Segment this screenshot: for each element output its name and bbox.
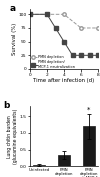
Bar (58, 155, 70, 166)
Line: PMN depletion: PMN depletion (28, 13, 100, 30)
PMN depletion/
MCP-1 neutralization (29, 13, 31, 15)
PMN depletion (29, 13, 31, 15)
Y-axis label: Survival (%): Survival (%) (12, 23, 17, 55)
PMN depletion/
MCP-1 neutralization (89, 54, 90, 56)
Y-axis label: Lung chitin burden
(glucamine equivalents): Lung chitin burden (glucamine equivalent… (7, 109, 18, 164)
PMN depletion/
MCP-1 neutralization (72, 54, 73, 56)
PMN depletion (63, 13, 65, 15)
Bar (82, 126, 95, 166)
PMN depletion/
MCP-1 neutralization (55, 27, 56, 29)
PMN depletion (80, 27, 82, 29)
PMN depletion/
MCP-1 neutralization (46, 13, 48, 15)
Text: *: * (87, 107, 90, 113)
Bar (33, 165, 46, 166)
X-axis label: Time after infection (d): Time after infection (d) (33, 78, 95, 83)
PMN depletion (97, 27, 99, 29)
PMN depletion/
MCP-1 neutralization (97, 54, 99, 56)
Legend: PMN depletion, PMN depletion/
MCP-1 neutralization: PMN depletion, PMN depletion/ MCP-1 neut… (30, 55, 74, 69)
Line: PMN depletion/
MCP-1 neutralization: PMN depletion/ MCP-1 neutralization (28, 13, 100, 57)
Text: b: b (3, 101, 9, 110)
PMN depletion/
MCP-1 neutralization (80, 54, 82, 56)
PMN depletion/
MCP-1 neutralization (63, 41, 65, 43)
Text: a: a (10, 4, 16, 13)
PMN depletion (46, 13, 48, 15)
